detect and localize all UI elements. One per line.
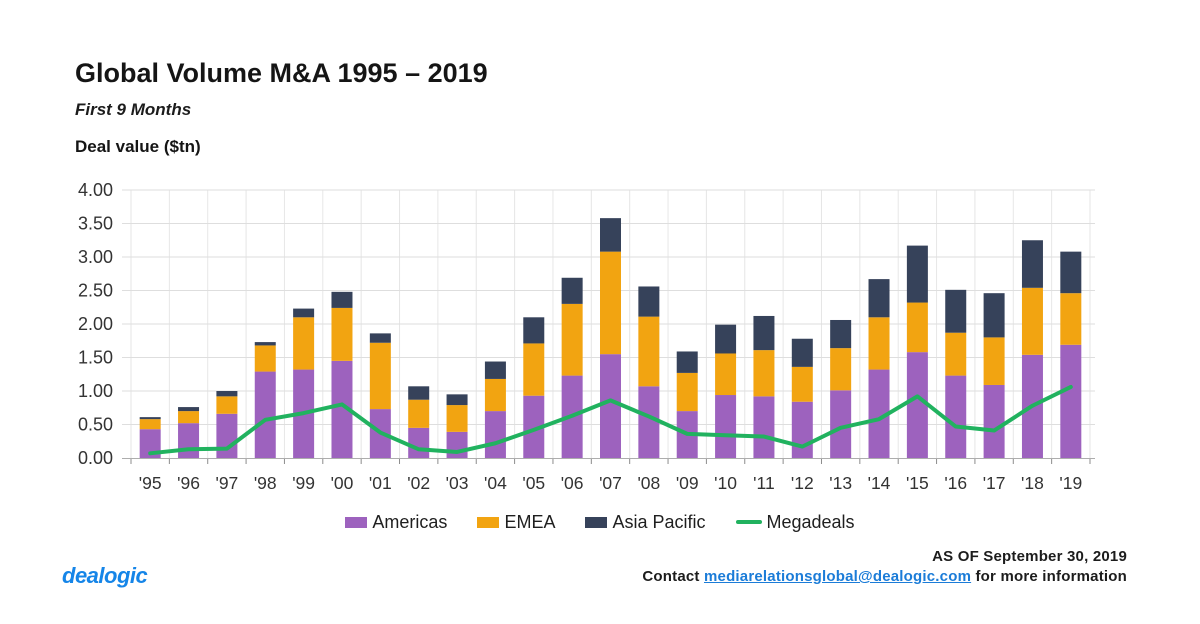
svg-text:'95: '95 (139, 473, 162, 493)
footer-note: AS OF September 30, 2019 Contact mediare… (642, 547, 1127, 587)
legend-item-megadeals: Megadeals (735, 511, 855, 533)
svg-text:'98: '98 (254, 473, 277, 493)
svg-text:'10: '10 (714, 473, 737, 493)
legend-label-americas: Americas (372, 511, 448, 532)
svg-text:2.00: 2.00 (78, 314, 113, 334)
svg-text:1.50: 1.50 (78, 348, 113, 368)
legend-label-emea: EMEA (504, 511, 556, 532)
svg-text:2.50: 2.50 (78, 281, 113, 301)
svg-text:'04: '04 (484, 473, 507, 493)
svg-text:'14: '14 (868, 473, 891, 493)
svg-text:1.00: 1.00 (78, 381, 113, 401)
svg-text:'97: '97 (215, 473, 238, 493)
svg-text:'00: '00 (331, 473, 354, 493)
svg-text:'06: '06 (561, 473, 584, 493)
svg-text:0.00: 0.00 (78, 448, 113, 468)
svg-text:3.50: 3.50 (78, 214, 113, 234)
chart-header: Global Volume M&A 1995 – 2019 First 9 Mo… (75, 58, 488, 157)
svg-text:'07: '07 (599, 473, 622, 493)
svg-text:'03: '03 (446, 473, 469, 493)
legend-item-americas: Americas (345, 512, 447, 533)
svg-text:'18: '18 (1021, 473, 1044, 493)
legend-item-emea: EMEA (477, 512, 555, 533)
svg-text:'19: '19 (1059, 473, 1082, 493)
svg-text:'02: '02 (407, 473, 430, 493)
svg-text:0.50: 0.50 (78, 415, 113, 435)
legend-swatch-emea (477, 516, 500, 528)
legend-swatch-americas (345, 516, 368, 528)
svg-text:'05: '05 (522, 473, 545, 493)
legend-label-asia-pacific: Asia Pacific (612, 511, 706, 532)
contact-line: Contact mediarelationsglobal@dealogic.co… (642, 567, 1127, 587)
svg-text:'16: '16 (944, 473, 967, 493)
as-of-date: AS OF September 30, 2019 (932, 548, 1127, 565)
svg-text:'15: '15 (906, 473, 929, 493)
legend-label-megadeals: Megadeals (766, 511, 855, 532)
svg-text:'01: '01 (369, 473, 392, 493)
contact-prefix: Contact (642, 568, 700, 585)
legend-swatch-asia-pacific (585, 516, 608, 528)
svg-text:'96: '96 (177, 473, 200, 493)
contact-suffix: for more information (975, 568, 1127, 585)
chart-subtitle: First 9 Months (75, 100, 192, 119)
svg-text:'11: '11 (753, 473, 775, 493)
legend-swatch-megadeals (735, 520, 762, 524)
svg-text:'12: '12 (791, 473, 814, 493)
svg-text:'08: '08 (637, 473, 660, 493)
dealogic-logo: dealogic (62, 563, 148, 588)
svg-text:'17: '17 (983, 473, 1006, 493)
chart-legend: Americas EMEA Asia Pacific Megadeals (0, 506, 1200, 538)
page-title: Global Volume M&A 1995 – 2019 (75, 58, 488, 88)
svg-text:'13: '13 (829, 473, 852, 493)
svg-text:'09: '09 (676, 473, 699, 493)
legend-item-asia-pacific: Asia Pacific (585, 511, 706, 533)
y-axis-caption: Deal value ($tn) (75, 137, 201, 156)
svg-text:3.00: 3.00 (78, 247, 113, 267)
svg-text:'99: '99 (292, 473, 315, 493)
contact-email-link[interactable]: mediarelationsglobal@dealogic.com (703, 568, 972, 585)
svg-text:4.00: 4.00 (78, 180, 113, 200)
